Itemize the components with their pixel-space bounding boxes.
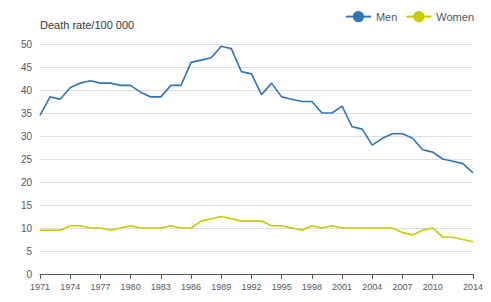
svg-text:2007: 2007 xyxy=(392,282,412,292)
svg-text:Women: Women xyxy=(436,11,474,23)
svg-text:1998: 1998 xyxy=(302,282,322,292)
svg-text:1995: 1995 xyxy=(272,282,292,292)
svg-text:1983: 1983 xyxy=(151,282,171,292)
svg-text:1974: 1974 xyxy=(60,282,80,292)
svg-text:2014: 2014 xyxy=(463,282,483,292)
svg-text:1986: 1986 xyxy=(181,282,201,292)
svg-text:1980: 1980 xyxy=(121,282,141,292)
svg-text:35: 35 xyxy=(21,108,33,119)
svg-text:5: 5 xyxy=(26,246,32,257)
svg-text:45: 45 xyxy=(21,62,33,73)
svg-text:2010: 2010 xyxy=(423,282,443,292)
svg-text:40: 40 xyxy=(21,85,33,96)
svg-text:0: 0 xyxy=(26,269,32,280)
svg-text:25: 25 xyxy=(21,154,33,165)
svg-text:30: 30 xyxy=(21,131,33,142)
svg-text:1989: 1989 xyxy=(211,282,231,292)
svg-text:10: 10 xyxy=(21,223,33,234)
svg-text:15: 15 xyxy=(21,200,33,211)
svg-text:1971: 1971 xyxy=(30,282,50,292)
svg-text:20: 20 xyxy=(21,177,33,188)
svg-text:1992: 1992 xyxy=(241,282,261,292)
svg-text:2001: 2001 xyxy=(332,282,352,292)
svg-text:50: 50 xyxy=(21,39,33,50)
svg-text:Men: Men xyxy=(376,11,397,23)
svg-text:2004: 2004 xyxy=(362,282,382,292)
svg-text:Death rate/100 000: Death rate/100 000 xyxy=(40,19,134,31)
svg-text:1977: 1977 xyxy=(90,282,110,292)
